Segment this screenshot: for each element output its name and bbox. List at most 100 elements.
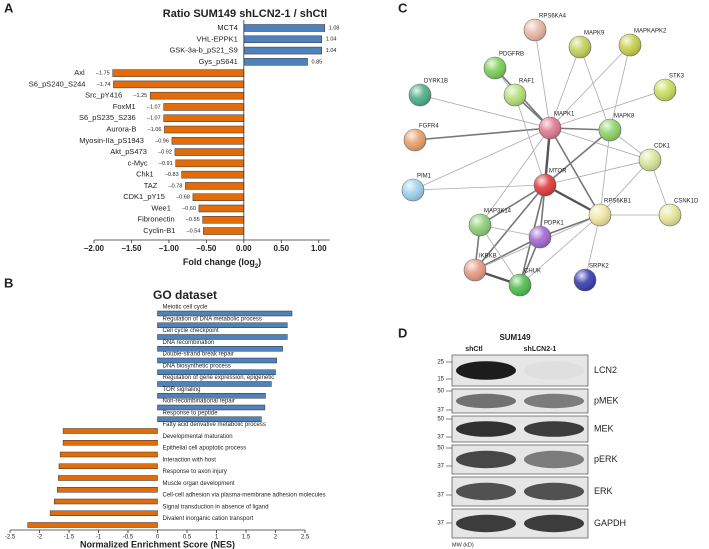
node-label: PDPK1 — [544, 221, 564, 227]
bar — [157, 310, 293, 317]
x-tick-label: -1 — [96, 535, 102, 541]
bar — [62, 428, 158, 434]
category-label: DNA recombination — [163, 340, 215, 346]
x-tick-label: –1.00 — [159, 244, 180, 253]
category-label: TOR signaling — [163, 387, 201, 393]
node-shine — [529, 226, 551, 248]
mw-marker: 15 — [437, 377, 444, 383]
bar — [175, 159, 245, 168]
network-edge — [474, 184, 546, 271]
bar — [27, 522, 158, 528]
bar — [243, 24, 326, 32]
network-edge — [534, 29, 551, 129]
bar — [157, 404, 266, 411]
node-label: PDGFRB — [499, 52, 524, 58]
bar — [113, 80, 245, 89]
x-tick-label: 0.50 — [274, 244, 290, 253]
x-tick-label: 1.5 — [242, 535, 251, 541]
category-label: MCT4 — [217, 23, 237, 32]
category-label: Fibronectin — [138, 215, 175, 224]
value-label: –0.60 — [182, 206, 196, 212]
category-label: Non-recombinational repair — [163, 399, 235, 405]
x-tick-label: -2 — [37, 535, 43, 541]
category-label: Response to axon injury — [163, 469, 227, 475]
bar — [157, 322, 288, 328]
bar — [203, 227, 245, 235]
network-edge — [544, 159, 651, 186]
bar — [58, 463, 158, 469]
node-shine — [639, 149, 661, 171]
blot-band — [524, 421, 584, 437]
bar — [163, 114, 245, 122]
mw-marker: 37 — [437, 435, 444, 441]
panel-label: C — [398, 0, 408, 15]
bar — [192, 193, 245, 201]
node-shine — [484, 57, 506, 79]
bar — [157, 346, 283, 352]
category-label: FoxM1 — [113, 102, 136, 111]
category-label: TAZ — [144, 181, 158, 190]
category-label: Regulation of gene expression, epigeneti… — [163, 375, 275, 381]
category-label: GSK-3a-b_pS21_S9 — [169, 46, 237, 55]
category-label: Cyclin-B1 — [143, 226, 175, 235]
category-label: Epithelial cell apoptotic process — [163, 446, 247, 452]
x-tick-label: 2 — [274, 535, 278, 541]
mw-marker: 37 — [437, 408, 444, 414]
mw-marker: 37 — [437, 521, 444, 527]
node-shine — [464, 259, 486, 281]
bar — [198, 204, 245, 213]
blot-band — [456, 450, 516, 469]
network-edge — [514, 94, 546, 186]
network: RPS6KA4 MAPK9 MAPKAPK2 PDGFRB STK3 RAF1 DYRK1B… — [401, 14, 699, 297]
node-shine — [539, 117, 561, 139]
bar — [157, 357, 277, 364]
mw-marker: 25 — [437, 360, 444, 366]
node-label: PIM1 — [417, 174, 432, 180]
value-label: –0.96 — [155, 138, 169, 144]
category-label: Chk1 — [136, 170, 154, 179]
row-label: pERK — [594, 454, 618, 464]
network-edge — [412, 127, 551, 191]
category-label: Double-strand break repair — [163, 352, 234, 358]
category-label: c-Myc — [128, 158, 148, 167]
bar — [54, 498, 158, 505]
category-label: S6_pS235_S236 — [79, 113, 136, 122]
node-shine — [534, 174, 556, 196]
bar — [157, 369, 276, 375]
category-label: Fatty acid derivative metabolic process — [163, 422, 266, 428]
blot-band — [524, 482, 584, 501]
bar — [49, 510, 158, 516]
node-label: CHUK — [524, 269, 541, 275]
x-tick-label: -0.5 — [123, 535, 134, 541]
node-label: RAF1 — [519, 79, 535, 85]
bar — [149, 91, 245, 100]
network-edge — [474, 236, 541, 271]
network-edge — [549, 127, 601, 216]
node-shine — [589, 204, 611, 226]
network-edge — [579, 46, 611, 131]
value-label: –0.78 — [169, 183, 183, 189]
category-label: Aurora-B — [106, 125, 136, 134]
bar — [112, 69, 245, 77]
category-label: Interaction with host — [163, 457, 217, 463]
row-label: LCN2 — [594, 365, 617, 375]
network-edge — [549, 127, 651, 161]
node-label: IKBKB — [479, 254, 497, 260]
category-label: Src_pY416 — [85, 91, 122, 100]
bar — [174, 148, 245, 156]
category-label: Cell cycle checkpoint — [163, 328, 219, 334]
bar — [202, 216, 245, 224]
x-tick-label: –0.50 — [196, 244, 217, 253]
network-edge — [519, 214, 601, 286]
network-edge — [549, 44, 631, 129]
node-shine — [524, 19, 546, 41]
category-label: Myosin-IIa_pS1943 — [79, 136, 144, 145]
network-edge — [412, 184, 546, 191]
blot-band — [524, 450, 584, 469]
row-label: ERK — [594, 486, 613, 496]
node-label: SRPK2 — [589, 264, 609, 270]
blot-band — [456, 393, 516, 409]
value-label: –1.06 — [148, 127, 162, 133]
node-label: CDK1 — [654, 144, 671, 150]
